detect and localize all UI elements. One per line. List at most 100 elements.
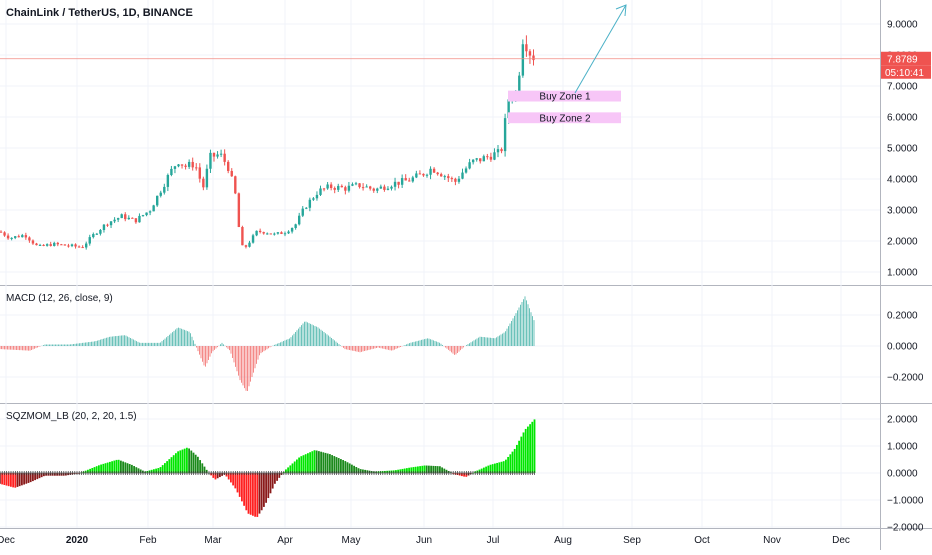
candle-body (67, 246, 69, 247)
candle-body (57, 243, 59, 244)
sqz-bar (254, 473, 256, 517)
sqz-bar (316, 451, 318, 473)
candle-body (461, 173, 463, 179)
candle-body (454, 179, 456, 182)
candle-body (341, 186, 343, 187)
candle-body (213, 153, 215, 157)
sqz-bar (265, 473, 267, 503)
x-tick-label: Jun (416, 535, 432, 546)
candle-body (387, 189, 389, 190)
sqz-bar (327, 454, 329, 473)
sqz-bar (171, 457, 173, 473)
sqz-bar (256, 473, 258, 517)
candle-body (92, 234, 94, 237)
candle-body (270, 233, 272, 234)
y-tick-label: 1.0000 (887, 442, 918, 453)
candle-body (188, 162, 190, 167)
candle-body (110, 221, 112, 225)
sqz-bar (303, 455, 305, 473)
candle-body (60, 244, 62, 245)
sqz-bar (175, 453, 177, 473)
sqz-bar (195, 455, 197, 473)
candle-body (255, 231, 257, 236)
sqz-bar (188, 448, 190, 473)
candle-body (7, 236, 9, 239)
sqz-bar (512, 452, 514, 473)
candle-body (121, 214, 123, 218)
candle-body (529, 51, 531, 55)
candle-body (106, 225, 108, 226)
candle-body (117, 218, 119, 220)
y-tick-label: −2.0000 (887, 523, 924, 534)
sqz-bar (338, 458, 340, 473)
sqz-bar (322, 452, 324, 473)
candle-body (103, 225, 105, 230)
candle-body (447, 176, 449, 178)
candle-body (525, 44, 527, 51)
candle-body (113, 220, 115, 222)
sqz-bar (193, 453, 195, 473)
sqzmom-title[interactable]: SQZMOM_LB (20, 2, 20, 1.5) (6, 411, 137, 422)
sqz-bar (241, 473, 243, 501)
candle-body (78, 247, 80, 248)
candle-body (53, 243, 55, 246)
candle-body (21, 235, 23, 237)
sqz-bar (314, 450, 316, 473)
candle-body (14, 236, 16, 238)
x-tick-label: 2020 (66, 535, 89, 546)
candle-body (323, 188, 325, 189)
candle-body (373, 189, 375, 191)
candle-body (429, 169, 431, 175)
candle-body (184, 166, 186, 167)
sqz-bar (305, 454, 307, 473)
x-tick-label: Jul (487, 535, 500, 546)
candle-body (238, 193, 240, 227)
sqz-bar (336, 457, 338, 473)
y-tick-label: 9.0000 (887, 20, 918, 31)
sqz-bar (309, 452, 311, 473)
x-tick-label: Mar (204, 535, 222, 546)
sqz-bar (534, 419, 536, 473)
candle-body (394, 182, 396, 187)
candle-body (344, 187, 346, 190)
sqz-bar (182, 450, 184, 473)
candle-body (476, 158, 478, 159)
candle-body (380, 187, 382, 189)
candle-body (277, 232, 279, 233)
candle-body (419, 173, 421, 174)
x-tick-label: May (342, 535, 361, 546)
candle-body (326, 184, 328, 188)
sqz-bar (529, 424, 531, 473)
x-tick-label: Apr (277, 535, 293, 546)
candle-body (422, 174, 424, 176)
sqz-bar (261, 473, 263, 510)
candle-body (405, 178, 407, 180)
countdown-value: 05:10:41 (885, 68, 924, 79)
candle-body (518, 76, 520, 93)
macd-title[interactable]: MACD (12, 26, close, 9) (6, 293, 113, 304)
candle-body (298, 216, 300, 225)
candle-body (18, 236, 20, 237)
candle-body (348, 186, 350, 191)
candle-body (170, 169, 172, 175)
sqz-bar (507, 457, 509, 473)
sqz-bar (272, 473, 274, 489)
candle-body (401, 178, 403, 185)
candle-body (74, 244, 76, 246)
candle-body (156, 196, 158, 206)
projection-arrow[interactable] (575, 5, 626, 93)
candle-body (245, 245, 247, 247)
candle-body (330, 184, 332, 188)
sqz-bar (245, 473, 247, 510)
candle-body (85, 244, 87, 248)
candle-body (0, 232, 2, 233)
y-tick-label: 7.0000 (887, 82, 918, 93)
candle-body (167, 175, 169, 187)
y-tick-label: −0.2000 (887, 373, 924, 384)
candle-body (362, 187, 364, 188)
symbol-title[interactable]: ChainLink / TetherUS, 1D, BINANCE (6, 7, 193, 19)
sqz-bar (173, 455, 175, 473)
candle-body (390, 187, 392, 189)
